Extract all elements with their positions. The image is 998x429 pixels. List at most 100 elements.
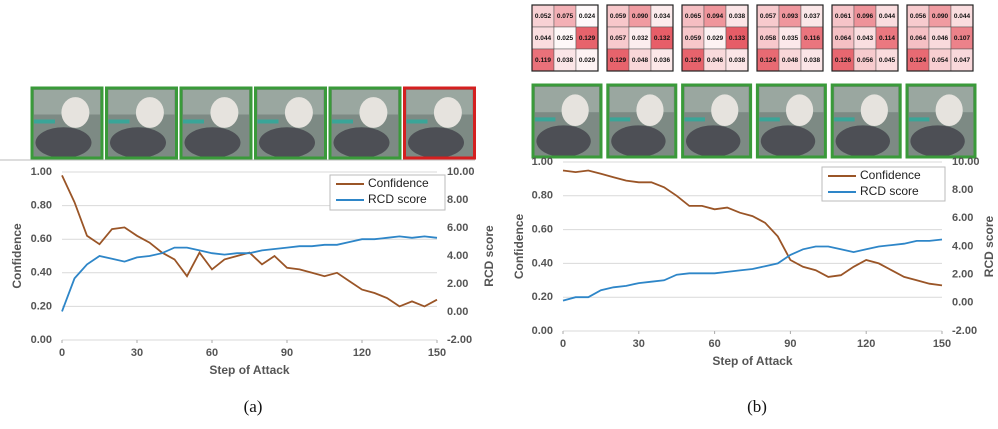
x-tick-label: 0 xyxy=(59,347,65,359)
x-tick-label: 120 xyxy=(353,347,371,359)
heatmap-value: 0.046 xyxy=(707,57,724,64)
heatmap-value: 0.093 xyxy=(782,13,799,20)
heatmap-value: 0.133 xyxy=(729,35,746,42)
teal-strip xyxy=(109,120,130,124)
y2-tick-label: 4.00 xyxy=(952,240,973,252)
heatmap-value: 0.048 xyxy=(782,57,799,64)
heatmap-value: 0.065 xyxy=(685,13,702,20)
dog-head xyxy=(711,94,738,126)
heatmap-value: 0.048 xyxy=(632,57,649,64)
heatmap-value: 0.126 xyxy=(835,57,852,64)
heatmap-value: 0.038 xyxy=(557,57,574,64)
heatmap-value: 0.036 xyxy=(654,57,671,64)
heatmap-value: 0.044 xyxy=(879,13,896,20)
caption: (b) xyxy=(747,397,767,416)
dog-body xyxy=(536,125,590,157)
heatmap-value: 0.029 xyxy=(707,35,724,42)
heatmap-value: 0.119 xyxy=(535,57,551,64)
y-tick-label: 1.00 xyxy=(31,166,52,178)
dog-head xyxy=(210,97,238,128)
teal-strip xyxy=(258,120,279,124)
heatmap-value: 0.047 xyxy=(954,57,971,64)
series-line xyxy=(62,236,437,311)
heatmap-value: 0.032 xyxy=(632,35,649,42)
y-tick-label: 0.20 xyxy=(532,291,553,303)
dog-head xyxy=(434,97,462,128)
dog-body xyxy=(836,125,890,157)
heatmap-value: 0.052 xyxy=(535,13,552,20)
heatmap-value: 0.044 xyxy=(954,13,971,20)
heatmap-value: 0.064 xyxy=(835,35,852,42)
y2-tick-label: 10.00 xyxy=(952,156,980,168)
teal-strip xyxy=(332,120,353,124)
heatmap-value: 0.064 xyxy=(910,35,927,42)
y2-axis-title: RCD score xyxy=(482,225,496,287)
y-tick-label: 0.00 xyxy=(532,325,553,337)
heatmap-value: 0.059 xyxy=(685,35,702,42)
y-tick-label: 0.20 xyxy=(31,300,52,312)
y2-tick-label: 2.00 xyxy=(952,269,973,281)
legend-label: Confidence xyxy=(860,168,921,182)
y2-tick-label: 6.00 xyxy=(952,212,973,224)
heatmap-value: 0.035 xyxy=(782,35,799,42)
heatmap-value: 0.129 xyxy=(685,57,702,64)
x-tick-label: 30 xyxy=(633,338,645,350)
heatmap-value: 0.038 xyxy=(729,57,746,64)
dog-head xyxy=(136,97,164,128)
dog-body xyxy=(334,127,390,158)
legend-label: RCD score xyxy=(860,184,919,198)
y2-tick-label: 2.00 xyxy=(447,278,468,290)
y2-tick-label: 0.00 xyxy=(447,306,468,318)
x-axis-title: Step of Attack xyxy=(712,354,793,368)
y-tick-label: 0.40 xyxy=(532,257,553,269)
dog-body xyxy=(611,125,665,157)
teal-strip xyxy=(834,117,854,121)
y-tick-label: 0.40 xyxy=(31,267,52,279)
heatmap-value: 0.075 xyxy=(557,13,574,20)
heatmap-value: 0.057 xyxy=(610,35,627,42)
heatmap-value: 0.025 xyxy=(557,35,574,42)
y-tick-label: 0.00 xyxy=(31,334,52,346)
heatmap-value: 0.124 xyxy=(760,57,777,64)
teal-strip xyxy=(407,120,428,124)
heatmap-value: 0.059 xyxy=(610,13,627,20)
dog-head xyxy=(61,97,89,128)
y-tick-label: 0.80 xyxy=(532,190,553,202)
heatmap-value: 0.029 xyxy=(579,57,596,64)
legend-label: RCD score xyxy=(368,192,427,206)
heatmap-value: 0.114 xyxy=(879,35,895,42)
dog-body xyxy=(185,127,241,158)
heatmap-value: 0.043 xyxy=(857,35,874,42)
y-tick-label: 0.80 xyxy=(31,200,52,212)
teal-strip xyxy=(909,117,929,121)
teal-strip xyxy=(535,117,555,121)
x-tick-label: 150 xyxy=(428,347,446,359)
dog-body xyxy=(36,127,92,158)
caption: (a) xyxy=(244,397,263,416)
y-tick-label: 0.60 xyxy=(31,233,52,245)
heatmap-value: 0.129 xyxy=(579,35,596,42)
heatmap-value: 0.038 xyxy=(804,57,821,64)
x-tick-label: 60 xyxy=(206,347,218,359)
heatmap-value: 0.061 xyxy=(835,13,852,20)
dog-head xyxy=(861,94,888,126)
x-tick-label: 120 xyxy=(857,338,875,350)
teal-strip xyxy=(759,117,779,121)
heatmap-value: 0.037 xyxy=(804,13,821,20)
heatmap-value: 0.058 xyxy=(760,35,777,42)
dog-body xyxy=(408,127,464,158)
legend-label: Confidence xyxy=(368,176,429,190)
dog-head xyxy=(636,94,663,126)
heatmap-value: 0.034 xyxy=(654,13,671,20)
dog-head xyxy=(562,94,589,126)
heatmap-value: 0.107 xyxy=(954,35,971,42)
dog-body xyxy=(761,125,815,157)
heatmap-value: 0.132 xyxy=(654,35,671,42)
dog-head xyxy=(936,94,963,126)
heatmap-value: 0.124 xyxy=(910,57,927,64)
teal-strip xyxy=(610,117,630,121)
figure: 0.0520.0750.0240.0440.0250.1290.1190.038… xyxy=(0,0,998,424)
x-tick-label: 150 xyxy=(933,338,951,350)
x-tick-label: 90 xyxy=(784,338,796,350)
x-tick-label: 90 xyxy=(281,347,293,359)
